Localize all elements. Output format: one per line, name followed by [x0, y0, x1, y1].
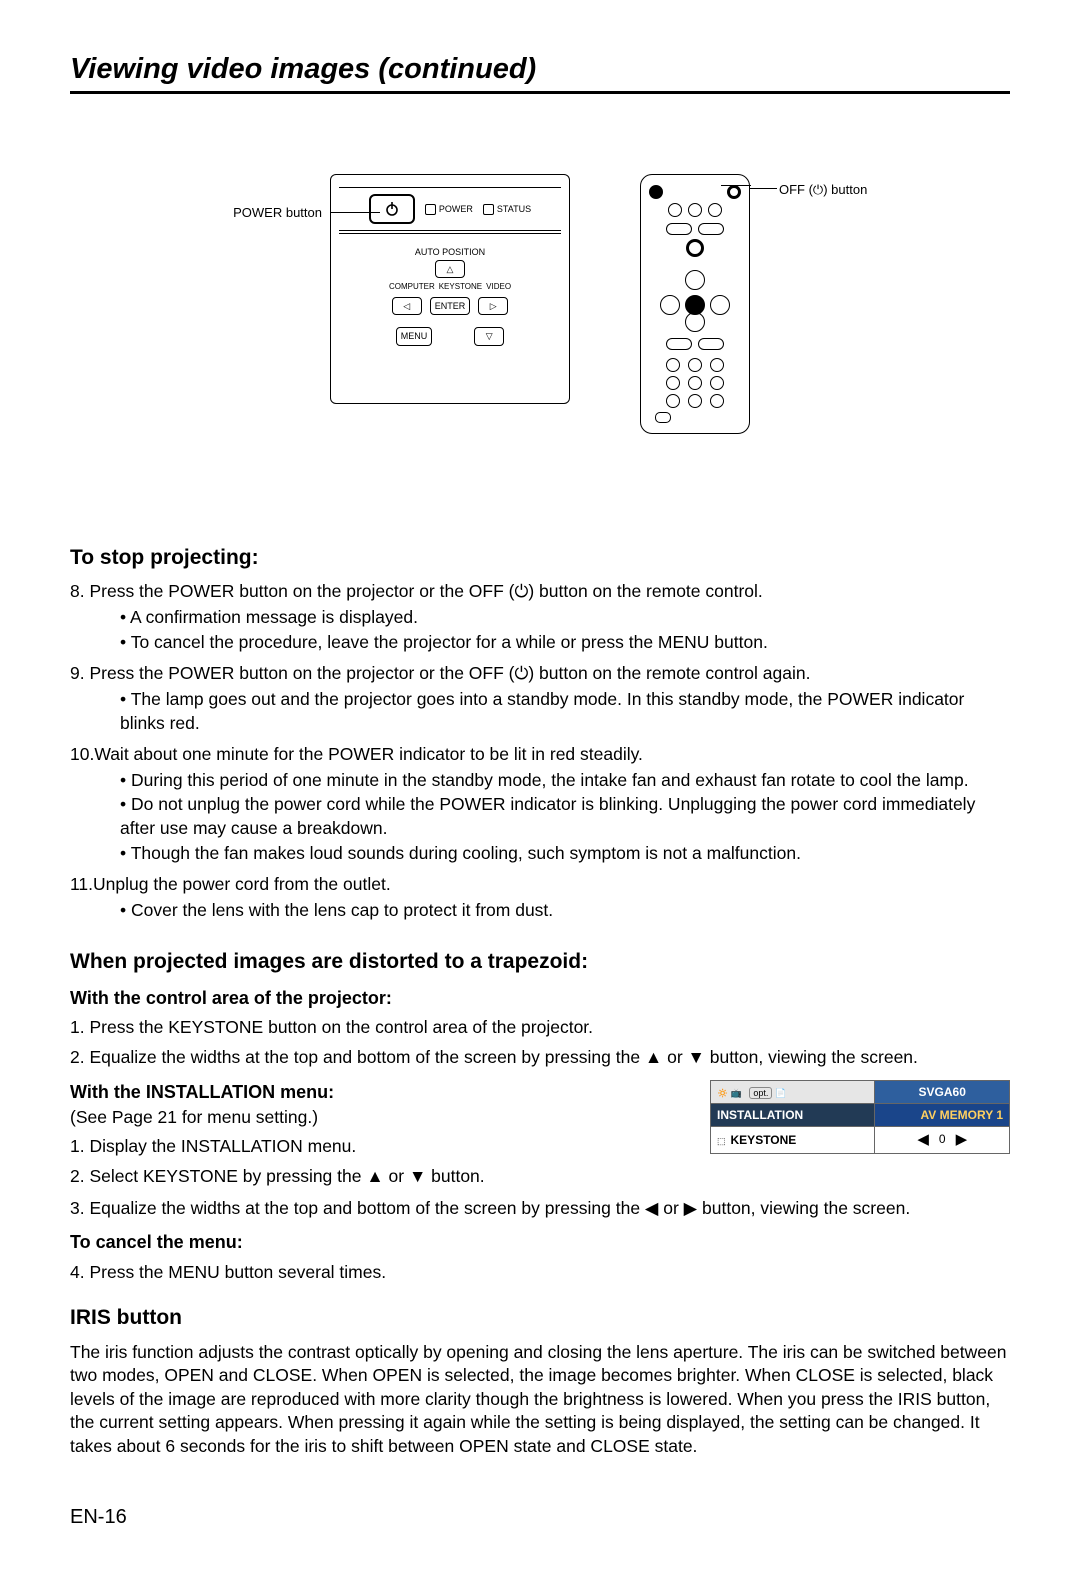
keystone-label: KEYSTONE [439, 282, 482, 293]
step-9: 9. Press the POWER button on the project… [70, 662, 1010, 686]
page-title: Viewing video images (continued) [70, 50, 1010, 94]
control-step-2: 2. Equalize the widths at the top and bo… [70, 1046, 1010, 1070]
iris-heading: IRIS button [70, 1304, 1010, 1332]
step-10-b3: Though the fan makes loud sounds during … [120, 842, 1010, 866]
cancel-step-4: 4. Press the MENU button several times. [70, 1261, 1010, 1285]
menu-button[interactable]: MENU [396, 327, 433, 345]
computer-label: COMPUTER [389, 282, 435, 293]
trapezoid-heading: When projected images are distorted to a… [70, 948, 1010, 976]
control-area-heading: With the control area of the projector: [70, 986, 1010, 1010]
iris-text: The iris function adjusts the contrast o… [70, 1341, 1010, 1459]
up-button[interactable]: △ [435, 260, 465, 278]
off-button-label: OFF (⏻) button [749, 181, 867, 199]
left-button[interactable]: ◁ [392, 297, 422, 315]
page-number: EN-16 [70, 1504, 1010, 1531]
stop-projecting-heading: To stop projecting: [70, 544, 1010, 572]
auto-position-label: AUTO POSITION [331, 246, 569, 258]
power-button[interactable] [369, 194, 415, 224]
enter-button[interactable]: ENTER [430, 297, 471, 315]
step-11: 11.Unplug the power cord from the outlet… [70, 873, 1010, 897]
right-button[interactable]: ▷ [478, 297, 508, 315]
step-8-b1: A confirmation message is displayed. [120, 606, 1010, 630]
step-8: 8. Press the POWER button on the project… [70, 580, 1010, 604]
diagrams-row: POWER button POWER STATUS AUTO POSITIO [70, 174, 1010, 434]
status-indicator: STATUS [483, 203, 531, 215]
projector-panel: POWER STATUS AUTO POSITION △ COMPUTER KE… [330, 174, 570, 404]
install-step-3: 3. Equalize the widths at the top and bo… [70, 1197, 1010, 1221]
remote-on-button[interactable] [649, 185, 663, 199]
step-8-b2: To cancel the procedure, leave the proje… [120, 631, 1010, 655]
step-10-b2: Do not unplug the power cord while the P… [120, 793, 1010, 840]
step-10-b1: During this period of one minute in the … [120, 769, 1010, 793]
power-indicator: POWER [425, 203, 473, 215]
control-step-1: 1. Press the KEYSTONE button on the cont… [70, 1016, 1010, 1040]
remote-off-button[interactable] [727, 185, 741, 199]
step-9-b1: The lamp goes out and the projector goes… [120, 688, 1010, 735]
power-button-label: POWER button [150, 204, 330, 222]
remote-control: OFF (⏻) button [640, 174, 750, 434]
video-label: VIDEO [486, 282, 511, 293]
step-11-b1: Cover the lens with the lens cap to prot… [120, 899, 1010, 923]
down-button[interactable]: ▽ [474, 327, 504, 345]
step-10: 10.Wait about one minute for the POWER i… [70, 743, 1010, 767]
installation-menu-screenshot: 🔅 📺 opt. 📄 SVGA60 INSTALLATION AV MEMORY… [710, 1080, 1010, 1155]
remote-dpad[interactable] [660, 270, 730, 332]
cancel-menu-heading: To cancel the menu: [70, 1230, 1010, 1254]
power-icon [384, 201, 400, 217]
install-step-2: 2. Select KEYSTONE by pressing the ▲ or … [70, 1165, 1010, 1189]
